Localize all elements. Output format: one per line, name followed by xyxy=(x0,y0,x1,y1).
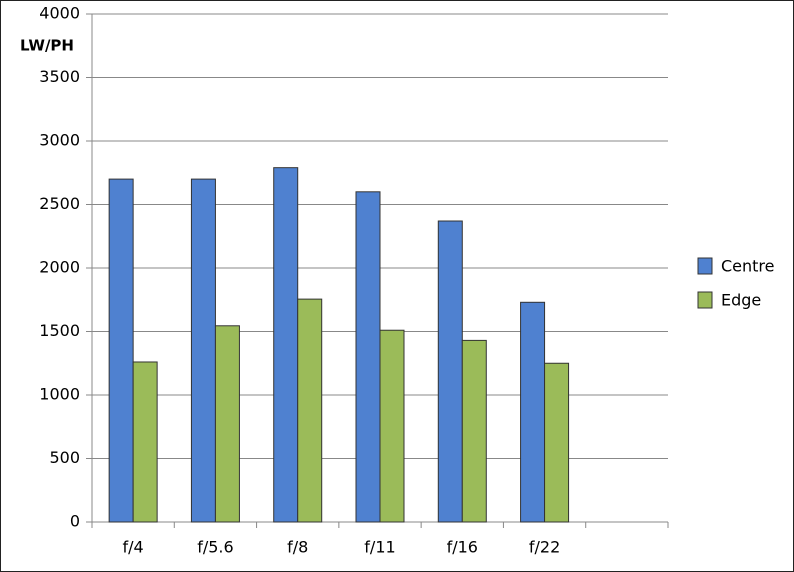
bar xyxy=(355,191,381,523)
bar xyxy=(297,298,323,523)
legend-swatch xyxy=(697,257,713,275)
bar xyxy=(214,325,240,523)
x-tick-label: f/5.6 xyxy=(197,538,233,557)
bar xyxy=(437,220,463,523)
y-tick-label: 500 xyxy=(49,448,80,467)
y-tick-label: 0 xyxy=(70,512,80,531)
y-tick-label: 2500 xyxy=(39,194,80,213)
y-tick-label: 1000 xyxy=(39,385,80,404)
y-tick-label: 3000 xyxy=(39,131,80,150)
bar xyxy=(379,329,405,523)
bar xyxy=(544,362,570,523)
x-tick-label: f/8 xyxy=(287,538,308,557)
y-tick-label: 3500 xyxy=(39,67,80,86)
bar xyxy=(273,167,299,523)
legend-label: Edge xyxy=(721,291,761,310)
y-tick-label: 1500 xyxy=(39,321,80,340)
legend-label: Centre xyxy=(721,257,775,276)
bar xyxy=(461,339,487,523)
y-tick-label: 4000 xyxy=(39,4,80,23)
legend-swatch xyxy=(697,291,713,309)
x-tick-label: f/11 xyxy=(364,538,395,557)
x-tick-label: f/22 xyxy=(529,538,560,557)
y-tick-label: 2000 xyxy=(39,258,80,277)
x-tick-label: f/16 xyxy=(447,538,478,557)
bar xyxy=(132,361,158,523)
y-axis-label: LW/PH xyxy=(20,37,74,55)
x-tick-label: f/4 xyxy=(123,538,144,557)
bar xyxy=(520,301,546,523)
bar xyxy=(108,178,134,523)
bar xyxy=(190,178,216,523)
